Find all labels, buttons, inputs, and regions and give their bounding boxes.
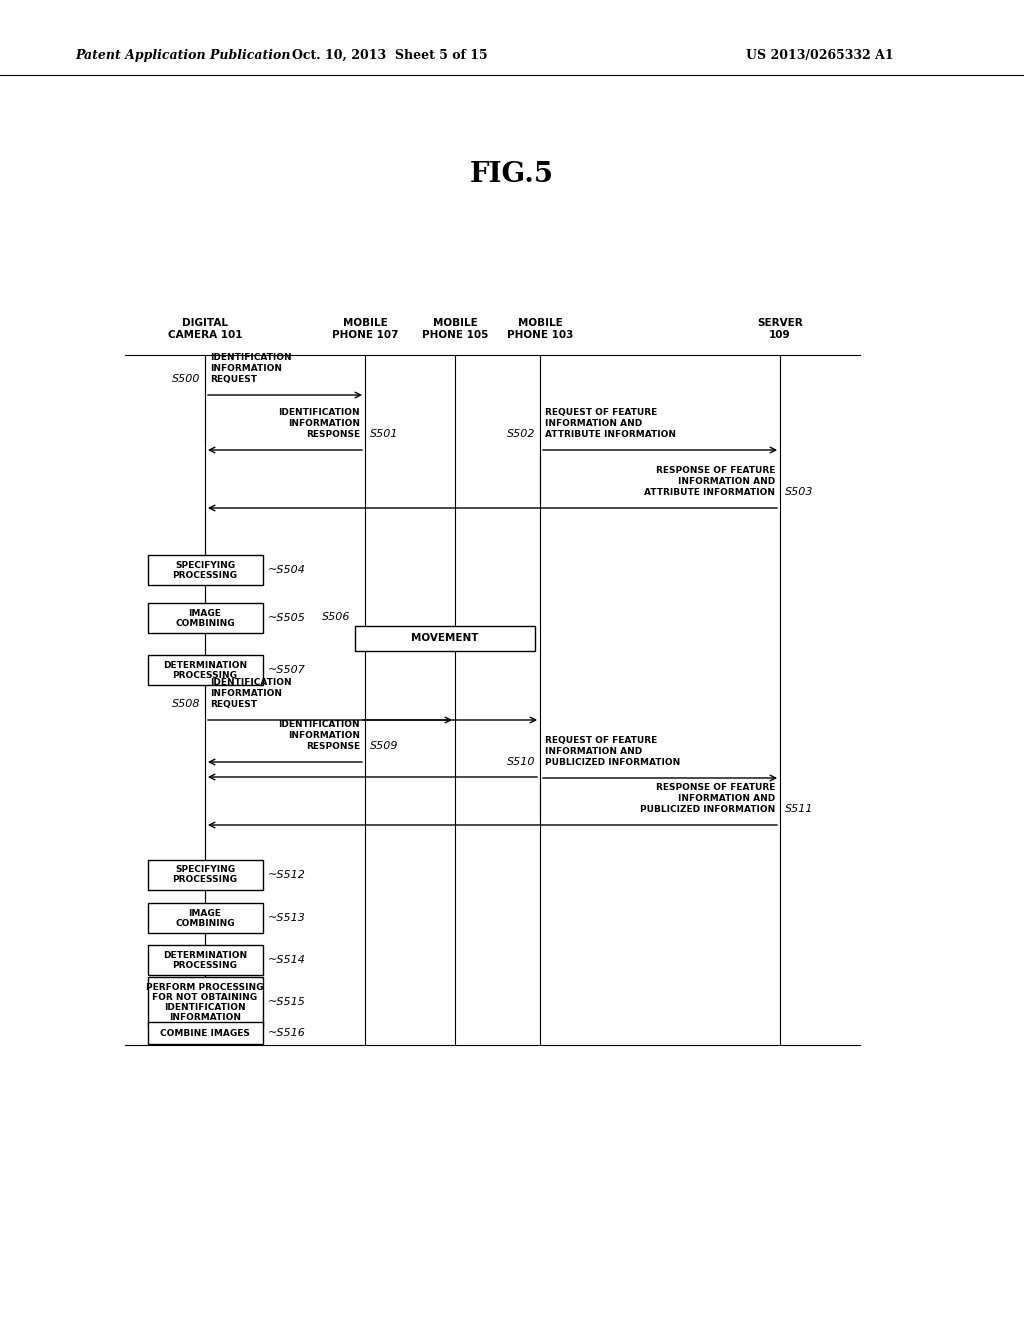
Text: S501: S501 — [370, 429, 398, 440]
Text: INFORMATION AND: INFORMATION AND — [545, 418, 642, 428]
Text: IDENTIFICATION: IDENTIFICATION — [164, 1002, 246, 1011]
Text: COMBINING: COMBINING — [175, 619, 234, 627]
Text: COMBINING: COMBINING — [175, 919, 234, 928]
Bar — [147, 1022, 262, 1044]
Bar — [147, 554, 262, 585]
Text: RESPONSE OF FEATURE: RESPONSE OF FEATURE — [655, 466, 775, 475]
Text: ~S505: ~S505 — [267, 612, 305, 623]
Text: REQUEST OF FEATURE: REQUEST OF FEATURE — [545, 408, 657, 417]
Bar — [147, 655, 262, 685]
Text: DETERMINATION: DETERMINATION — [163, 950, 247, 960]
Text: ~S514: ~S514 — [267, 954, 305, 965]
Text: FOR NOT OBTAINING: FOR NOT OBTAINING — [153, 993, 258, 1002]
Text: COMBINE IMAGES: COMBINE IMAGES — [160, 1028, 250, 1038]
Text: REQUEST: REQUEST — [210, 375, 257, 384]
Text: RESPONSE: RESPONSE — [306, 742, 360, 751]
Text: ~S515: ~S515 — [267, 997, 305, 1007]
Text: PROCESSING: PROCESSING — [172, 570, 238, 579]
Text: RESPONSE: RESPONSE — [306, 430, 360, 440]
Text: PROCESSING: PROCESSING — [172, 961, 238, 969]
Text: IMAGE: IMAGE — [188, 609, 221, 618]
Text: Oct. 10, 2013  Sheet 5 of 15: Oct. 10, 2013 Sheet 5 of 15 — [292, 49, 487, 62]
Text: S506: S506 — [322, 612, 350, 623]
Text: SERVER
109: SERVER 109 — [757, 318, 803, 341]
Text: REQUEST: REQUEST — [210, 700, 257, 709]
Text: IDENTIFICATION: IDENTIFICATION — [210, 678, 292, 686]
Text: MOBILE
PHONE 103: MOBILE PHONE 103 — [507, 318, 573, 341]
Text: MOVEMENT: MOVEMENT — [412, 634, 479, 643]
Text: INFORMATION: INFORMATION — [210, 689, 282, 698]
Text: ATTRIBUTE INFORMATION: ATTRIBUTE INFORMATION — [644, 488, 775, 498]
Text: FIG.5: FIG.5 — [470, 161, 554, 189]
Text: US 2013/0265332 A1: US 2013/0265332 A1 — [746, 49, 894, 62]
Text: REQUEST OF FEATURE: REQUEST OF FEATURE — [545, 737, 657, 744]
Bar — [147, 945, 262, 975]
Bar — [355, 626, 535, 651]
Text: Patent Application Publication: Patent Application Publication — [75, 49, 291, 62]
Text: IDENTIFICATION: IDENTIFICATION — [210, 352, 292, 362]
Text: INFORMATION AND: INFORMATION AND — [678, 477, 775, 486]
Text: ~S513: ~S513 — [267, 913, 305, 923]
Text: PERFORM PROCESSING: PERFORM PROCESSING — [146, 982, 264, 991]
Text: S503: S503 — [785, 487, 813, 498]
Text: PUBLICIZED INFORMATION: PUBLICIZED INFORMATION — [640, 805, 775, 814]
Text: INFORMATION: INFORMATION — [288, 418, 360, 428]
Bar — [147, 603, 262, 634]
Text: MOBILE
PHONE 105: MOBILE PHONE 105 — [422, 318, 488, 341]
Text: ~S512: ~S512 — [267, 870, 305, 880]
Text: IDENTIFICATION: IDENTIFICATION — [279, 408, 360, 417]
Text: S510: S510 — [507, 756, 535, 767]
Text: ~S516: ~S516 — [267, 1028, 305, 1038]
Text: DIGITAL
CAMERA 101: DIGITAL CAMERA 101 — [168, 318, 243, 341]
Bar — [147, 861, 262, 890]
Text: PROCESSING: PROCESSING — [172, 671, 238, 680]
Text: SPECIFYING: SPECIFYING — [175, 866, 236, 874]
Bar — [147, 977, 262, 1027]
Text: ~S507: ~S507 — [267, 665, 305, 675]
Text: RESPONSE OF FEATURE: RESPONSE OF FEATURE — [655, 783, 775, 792]
Text: S500: S500 — [171, 374, 200, 384]
Text: S508: S508 — [171, 700, 200, 709]
Text: ATTRIBUTE INFORMATION: ATTRIBUTE INFORMATION — [545, 430, 676, 440]
Text: INFORMATION AND: INFORMATION AND — [545, 747, 642, 756]
Text: INFORMATION: INFORMATION — [169, 1012, 241, 1022]
Text: INFORMATION: INFORMATION — [288, 731, 360, 741]
Text: PUBLICIZED INFORMATION: PUBLICIZED INFORMATION — [545, 758, 680, 767]
Text: SPECIFYING: SPECIFYING — [175, 561, 236, 569]
Text: DETERMINATION: DETERMINATION — [163, 660, 247, 669]
Text: IDENTIFICATION: IDENTIFICATION — [279, 719, 360, 729]
Text: ~S504: ~S504 — [267, 565, 305, 576]
Text: PROCESSING: PROCESSING — [172, 875, 238, 884]
Text: IMAGE: IMAGE — [188, 908, 221, 917]
Text: INFORMATION: INFORMATION — [210, 364, 282, 374]
Text: S511: S511 — [785, 804, 813, 814]
Text: S509: S509 — [370, 741, 398, 751]
Text: INFORMATION AND: INFORMATION AND — [678, 795, 775, 803]
Bar — [147, 903, 262, 933]
Text: S502: S502 — [507, 429, 535, 440]
Text: MOBILE
PHONE 107: MOBILE PHONE 107 — [332, 318, 398, 341]
